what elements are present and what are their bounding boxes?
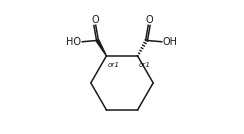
Text: O: O <box>91 15 99 25</box>
Polygon shape <box>96 40 106 56</box>
Text: HO: HO <box>66 37 81 47</box>
Text: OH: OH <box>163 37 178 47</box>
Text: or1: or1 <box>108 62 120 68</box>
Text: or1: or1 <box>139 62 151 68</box>
Text: O: O <box>145 15 153 25</box>
